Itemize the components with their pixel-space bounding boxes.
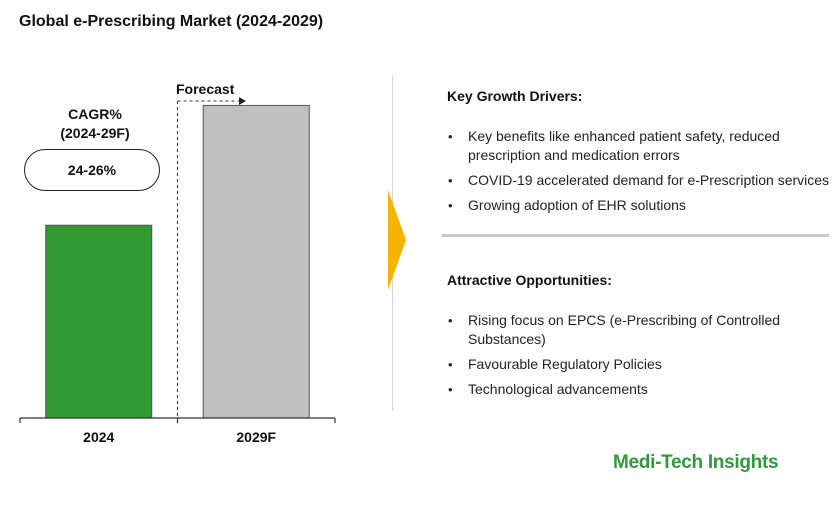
cagr-value-badge: 24-26% bbox=[24, 149, 160, 191]
opportunities-heading: Attractive Opportunities: bbox=[447, 272, 612, 288]
opportunities-panel: Attractive Opportunities: Rising focus o… bbox=[447, 272, 832, 405]
growth-drivers-heading: Key Growth Drivers: bbox=[447, 88, 583, 104]
forecast-label: Forecast bbox=[176, 81, 235, 97]
chevron-right-icon bbox=[388, 190, 406, 290]
list-item: Rising focus on EPCS (e-Prescribing of C… bbox=[447, 311, 832, 349]
arrow-right-icon bbox=[239, 97, 246, 105]
list-item: Key benefits like enhanced patient safet… bbox=[447, 127, 832, 165]
list-item: Technological advancements bbox=[447, 380, 832, 399]
cagr-label-text: CAGR% bbox=[68, 106, 122, 122]
section-divider bbox=[442, 234, 829, 237]
cagr-label: CAGR% (2024-29F) bbox=[40, 105, 150, 143]
brand-logo: Medi-Tech Insights bbox=[613, 452, 779, 473]
bar-2024 bbox=[45, 224, 153, 419]
x-tick-label: 2024 bbox=[83, 429, 114, 445]
chart-title: Global e-Prescribing Market (2024-2029) bbox=[19, 13, 324, 30]
x-tick-label: 2029F bbox=[236, 429, 276, 445]
bar-2029F bbox=[202, 104, 310, 419]
list-item: Growing adoption of EHR solutions bbox=[447, 196, 832, 215]
bar-chart: 2024 2029F bbox=[19, 97, 336, 445]
growth-drivers-list: Key benefits like enhanced patient safet… bbox=[447, 127, 832, 215]
list-item: COVID-19 accelerated demand for e-Prescr… bbox=[447, 171, 832, 190]
opportunities-list: Rising focus on EPCS (e-Prescribing of C… bbox=[447, 311, 832, 399]
growth-drivers-panel: Key Growth Drivers: Key benefits like en… bbox=[447, 88, 832, 221]
cagr-period-text: (2024-29F) bbox=[60, 125, 130, 141]
list-item: Favourable Regulatory Policies bbox=[447, 355, 832, 374]
